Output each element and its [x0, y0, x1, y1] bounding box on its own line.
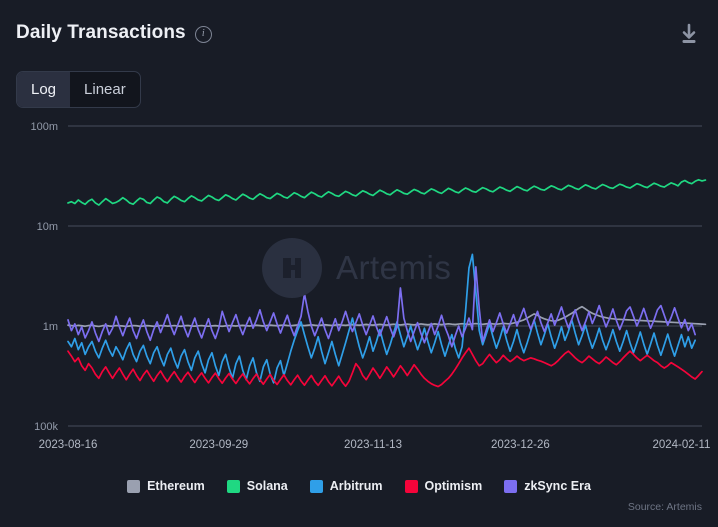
- legend-label: Optimism: [424, 479, 483, 493]
- card-header: Daily Transactions i: [0, 0, 718, 68]
- legend-item-zksync-era[interactable]: zkSync Era: [504, 479, 591, 493]
- legend-swatch-icon: [309, 479, 323, 493]
- plot-area[interactable]: 100k 1m 10m 100m 2023-08-16 2023-09-29 2023-11…: [0, 118, 718, 468]
- line-chart-svg: 100k 1m 10m 100m 2023-08-16 2023-09-29 2023-11…: [30, 121, 710, 451]
- legend-label: Ethereum: [147, 479, 205, 493]
- x-axis-tick-label: 2023-08-16: [39, 439, 98, 451]
- series-line-zksync-era: [67, 266, 696, 348]
- legend-item-ethereum[interactable]: Ethereum: [127, 479, 205, 493]
- x-axis-tick-label: 2024-02-11: [652, 439, 710, 451]
- y-axis-tick-label: 1m: [43, 321, 58, 333]
- series-line-solana: [67, 178, 707, 206]
- legend-swatch-icon: [127, 479, 141, 493]
- legend-item-optimism[interactable]: Optimism: [404, 479, 483, 493]
- y-axis-tick-label: 10m: [37, 221, 58, 233]
- series-line-ethereum: [67, 305, 707, 328]
- legend-swatch-icon: [404, 479, 418, 493]
- x-axis-tick-label: 2023-09-29: [189, 439, 248, 451]
- y-axis-tick-label: 100m: [30, 121, 58, 133]
- page-title: Daily Transactions: [16, 22, 186, 43]
- series-line-optimism: [67, 347, 703, 388]
- legend-label: Solana: [246, 479, 288, 493]
- x-axis-tick-label: 2023-12-26: [491, 439, 550, 451]
- source-attribution: Source: Artemis: [627, 501, 702, 513]
- legend-label: Arbitrum: [329, 479, 383, 493]
- title-row: Daily Transactions i: [16, 22, 212, 44]
- toggle-option-log[interactable]: Log: [17, 72, 71, 107]
- legend-swatch-icon: [504, 479, 518, 493]
- y-axis-tick-label: 100k: [34, 421, 58, 433]
- series-line-arbitrum: [67, 253, 696, 384]
- info-icon[interactable]: i: [194, 25, 212, 43]
- legend-item-arbitrum[interactable]: Arbitrum: [309, 479, 383, 493]
- legend-swatch-icon: [226, 479, 240, 493]
- legend-label: zkSync Era: [524, 479, 591, 493]
- scale-toggle[interactable]: Log Linear: [16, 71, 141, 108]
- legend-item-solana[interactable]: Solana: [226, 479, 288, 493]
- chart-legend: Ethereum Solana Arbitrum Optimism zkSync Era: [0, 479, 718, 493]
- x-axis-tick-label: 2023-11-13: [344, 439, 402, 451]
- toggle-option-linear[interactable]: Linear: [84, 81, 126, 98]
- download-icon[interactable]: [678, 22, 700, 46]
